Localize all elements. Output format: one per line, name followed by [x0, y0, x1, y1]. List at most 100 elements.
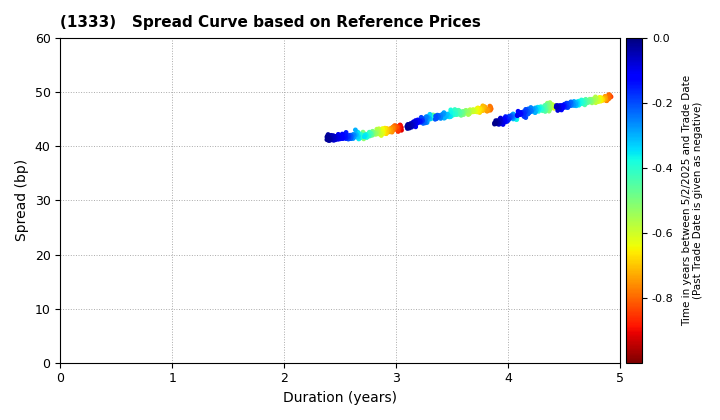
Point: [336, 132, 347, 139]
Point: [576, 98, 588, 105]
Point: [522, 105, 534, 112]
Point: [582, 97, 593, 104]
Point: [587, 96, 598, 102]
Point: [388, 126, 400, 132]
Point: [355, 134, 366, 141]
Point: [445, 113, 456, 120]
Point: [378, 130, 390, 137]
Point: [396, 127, 408, 134]
Point: [344, 133, 356, 139]
Point: [361, 133, 372, 139]
Point: [406, 121, 418, 127]
Point: [573, 100, 585, 107]
Point: [594, 96, 606, 102]
Point: [352, 132, 364, 139]
Point: [514, 111, 526, 118]
Point: [603, 92, 615, 99]
Point: [467, 106, 479, 113]
Point: [505, 112, 517, 119]
Point: [543, 106, 554, 113]
Point: [492, 117, 503, 124]
Point: [384, 126, 396, 132]
Point: [516, 109, 528, 116]
Point: [540, 107, 552, 113]
Point: [571, 102, 582, 108]
Point: [559, 102, 570, 109]
Point: [325, 136, 336, 143]
Point: [425, 115, 436, 122]
Point: [442, 113, 454, 119]
Point: [346, 132, 357, 139]
Point: [336, 131, 348, 137]
Point: [482, 107, 493, 114]
Point: [338, 133, 350, 140]
Point: [479, 107, 490, 113]
Point: [603, 95, 614, 102]
Point: [498, 116, 509, 123]
Point: [579, 100, 590, 106]
Point: [539, 102, 550, 109]
Point: [591, 97, 603, 104]
Point: [491, 120, 503, 127]
Point: [356, 134, 367, 140]
Point: [380, 125, 392, 132]
Point: [351, 131, 362, 138]
Point: [525, 107, 536, 114]
Point: [328, 134, 340, 141]
Point: [458, 111, 469, 118]
Point: [567, 102, 579, 108]
Point: [513, 108, 524, 115]
Point: [426, 114, 438, 121]
Point: [362, 131, 374, 137]
Point: [382, 128, 393, 135]
Point: [437, 112, 449, 118]
Point: [474, 105, 486, 112]
Point: [323, 136, 335, 142]
Point: [541, 105, 553, 112]
Point: [359, 133, 370, 140]
Point: [366, 130, 377, 137]
Point: [591, 95, 603, 102]
Point: [481, 108, 492, 115]
Point: [474, 105, 485, 112]
Point: [579, 102, 590, 108]
Text: (1333)   Spread Curve based on Reference Prices: (1333) Spread Curve based on Reference P…: [60, 15, 481, 30]
Point: [590, 94, 601, 100]
Point: [428, 114, 440, 121]
Point: [596, 96, 608, 103]
Point: [520, 106, 531, 113]
Point: [536, 106, 547, 113]
Point: [356, 131, 367, 138]
Point: [438, 110, 449, 117]
Point: [468, 108, 480, 114]
Point: [343, 133, 355, 139]
Point: [447, 110, 459, 117]
Point: [577, 99, 589, 106]
Point: [532, 107, 544, 113]
Point: [358, 131, 369, 138]
Point: [325, 136, 336, 143]
Point: [443, 112, 454, 119]
Point: [536, 105, 548, 112]
Point: [590, 96, 602, 103]
Point: [352, 134, 364, 140]
Point: [542, 104, 554, 111]
Point: [503, 113, 515, 120]
Point: [430, 113, 441, 119]
Point: [508, 114, 520, 121]
Point: [600, 97, 612, 104]
Point: [460, 107, 472, 114]
Point: [411, 119, 423, 126]
Point: [550, 104, 562, 110]
Point: [508, 116, 519, 122]
Point: [493, 121, 505, 128]
Point: [451, 111, 462, 118]
Point: [476, 106, 487, 113]
Point: [593, 97, 604, 104]
Point: [357, 129, 369, 136]
Point: [485, 107, 496, 113]
Point: [511, 115, 523, 121]
Point: [453, 107, 464, 114]
Point: [549, 102, 561, 109]
Point: [330, 136, 341, 143]
